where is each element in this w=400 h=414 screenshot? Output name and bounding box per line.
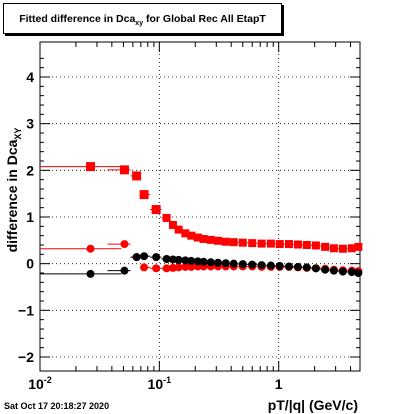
- data-point-circle: [199, 257, 208, 266]
- data-point-circle: [329, 266, 338, 275]
- plot-frame: [39, 41, 361, 372]
- data-point-square: [293, 240, 302, 249]
- data-point-square: [321, 242, 330, 251]
- y-tick-label: 0: [26, 256, 34, 272]
- data-point-circle: [181, 256, 190, 265]
- data-point-circle: [293, 262, 302, 271]
- data-point-square: [311, 241, 320, 250]
- y-axis-label-main: difference in Dca: [4, 139, 20, 252]
- data-point-circle: [174, 255, 183, 264]
- data-point-square: [187, 231, 196, 240]
- y-axis-label: difference in DcaXY: [4, 128, 23, 253]
- data-point-circle: [238, 260, 247, 269]
- data-point-circle: [321, 265, 330, 274]
- timestamp: Sat Oct 17 20:18:27 2020: [4, 401, 110, 411]
- y-tick-label: 1: [26, 209, 34, 225]
- data-point-circle: [248, 260, 257, 269]
- data-point-circle: [174, 263, 183, 272]
- data-point-circle: [140, 252, 149, 261]
- data-point-circle: [162, 255, 171, 263]
- data-point-circle: [181, 262, 190, 271]
- data-point-square: [181, 229, 190, 238]
- data-point-circle: [132, 253, 141, 262]
- chart-title-box: Fitted difference in Dcaxy for Global Re…: [3, 3, 282, 34]
- data-point-circle: [86, 269, 95, 278]
- data-point-square: [162, 213, 171, 222]
- data-point-square: [213, 236, 222, 245]
- data-point-square: [248, 239, 257, 248]
- y-tick-label: 4: [26, 69, 34, 85]
- data-point-circle: [152, 253, 161, 262]
- x-tick-label-base: 10: [148, 376, 164, 392]
- data-point-square: [302, 241, 311, 249]
- data-point-square: [199, 234, 208, 243]
- data-point-square: [347, 244, 356, 253]
- data-point-square: [132, 171, 142, 181]
- data-point-square: [86, 162, 96, 172]
- data-point-square: [275, 240, 284, 249]
- data-point-circle: [354, 269, 363, 277]
- data-point-circle: [187, 256, 196, 265]
- data-point-circle: [266, 261, 275, 270]
- data-point-square: [221, 237, 230, 246]
- y-tick-label: −1: [18, 302, 34, 318]
- y-tick-label: −2: [18, 349, 34, 365]
- y-tick-label: 3: [26, 116, 34, 132]
- x-axis-label: pT/|q| (GeV/c): [268, 397, 358, 413]
- x-tick-label-exponent: -1: [163, 375, 171, 385]
- x-tick-label-base: 1: [275, 376, 283, 392]
- data-point-square: [354, 242, 363, 251]
- data-point-square: [229, 238, 238, 247]
- data-point-square: [139, 190, 149, 200]
- data-point-square: [257, 239, 266, 248]
- y-axis-label-sub: XY: [13, 128, 23, 140]
- data-point-circle: [206, 258, 215, 267]
- chart-title-prefix: Fitted difference in Dca: [19, 13, 136, 25]
- data-point-circle: [275, 262, 284, 270]
- data-point-circle: [338, 267, 347, 276]
- chart-title-suffix: for Global Rec All EtapT: [143, 13, 266, 25]
- data-point-square: [238, 238, 247, 247]
- marker-layer: [86, 162, 363, 278]
- chart-title-subscript: xy: [135, 20, 144, 28]
- x-tick-label: 10-1: [148, 375, 172, 392]
- data-point-circle: [120, 240, 129, 249]
- data-point-square: [193, 233, 202, 242]
- data-point-circle: [347, 268, 356, 277]
- data-point-circle: [120, 266, 129, 275]
- data-point-circle: [311, 264, 320, 273]
- x-tick-label-exponent: -2: [44, 375, 52, 385]
- data-point-circle: [193, 257, 202, 266]
- data-point-circle: [229, 259, 238, 268]
- data-point-circle: [221, 259, 230, 268]
- data-point-square: [119, 165, 129, 175]
- chart-title: Fitted difference in Dcaxy for Global Re…: [4, 13, 281, 27]
- x-tick-label-base: 10: [28, 376, 44, 392]
- data-point-square: [168, 220, 177, 229]
- data-point-circle: [285, 262, 294, 271]
- data-point-circle: [86, 244, 95, 253]
- y-tick-label: 2: [26, 162, 34, 178]
- x-tick-label: 10-2: [28, 375, 52, 392]
- x-tick-label: 1: [275, 376, 283, 392]
- data-point-square: [266, 239, 275, 248]
- data-point-circle: [162, 264, 171, 273]
- data-point-circle: [140, 263, 149, 272]
- data-point-circle: [187, 262, 196, 271]
- data-point-square: [206, 235, 215, 244]
- data-point-square: [151, 205, 161, 215]
- data-point-square: [338, 244, 347, 253]
- data-point-square: [285, 240, 294, 249]
- data-point-circle: [152, 264, 161, 273]
- data-point-square: [329, 244, 338, 253]
- data-point-circle: [302, 263, 311, 272]
- data-point-square: [174, 225, 183, 234]
- data-point-circle: [257, 261, 266, 270]
- data-point-circle: [213, 258, 222, 267]
